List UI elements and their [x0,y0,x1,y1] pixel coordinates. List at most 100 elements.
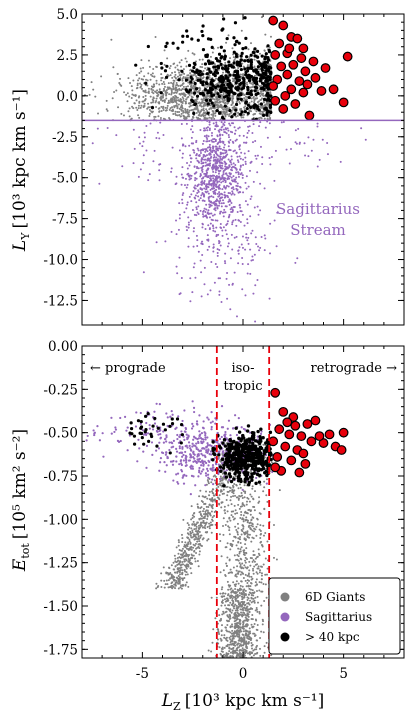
top-ytick-label: -7.5 [52,212,78,228]
bottom-giant-point [235,597,238,600]
top-point [185,34,190,38]
top-point [225,149,228,152]
top-point [198,92,203,96]
top-point [219,84,223,89]
bottom-giant-point [208,525,211,528]
bottom-giant-point [191,514,194,517]
top-point [204,158,207,161]
top-point [206,234,209,237]
bottom-giant-point [241,562,244,565]
bottom-giant-point [251,594,254,597]
bottom-giant-point [228,558,231,561]
top-point [245,141,248,144]
top-point [209,289,212,292]
bottom-giant-point [248,587,251,590]
top-point [136,109,139,112]
bottom-giant-point [255,648,258,651]
top-point [265,67,270,71]
top-point [172,88,175,91]
bottom-giant-point [191,529,194,532]
bottom-giant-point [246,598,249,601]
top-point [221,188,224,191]
bottom-giant-point [201,495,204,498]
top-point [143,90,146,93]
bottom-giant-point [244,579,247,582]
top-point [180,98,183,101]
bottom-giant-point [251,567,254,570]
top-point [195,208,198,211]
bottom-giant-point [160,572,163,575]
top-point [218,130,221,133]
top-point [154,101,157,104]
top-point [216,97,219,100]
top-point [215,125,218,128]
bottom-giant-point [230,495,233,498]
top-point [269,92,272,95]
top-point [222,122,225,125]
bottom-giant-point [232,492,235,495]
top-point [148,109,151,112]
top-point [144,94,147,97]
top-point [262,97,267,102]
top-point [240,87,244,91]
bottom-giant-point [195,530,198,533]
bottom-giant-point [194,560,197,563]
top-point [188,195,191,198]
top-point [208,74,211,77]
bottom-giant-point [249,588,252,591]
top-point [176,46,180,50]
top-point [234,54,239,59]
bottom-giant-point [180,587,183,590]
bottom-giant-point [248,603,251,606]
top-point [167,102,170,105]
bottom-giant-point [258,571,261,574]
top-point [197,102,200,105]
top-point [199,173,202,176]
top-point [195,206,198,209]
top-point [251,83,254,86]
top-point [253,54,257,58]
top-point [257,103,260,106]
bottom-giant-point [198,540,201,543]
top-point [206,159,209,162]
top-point [176,75,179,78]
bottom-giant-point [239,536,242,539]
top-point [178,149,181,152]
top-point [244,200,247,203]
top-point [196,239,199,242]
bottom-giant-point [218,494,221,497]
top-point [182,68,185,71]
top-point [190,157,193,160]
bottom-giant-point [244,589,247,592]
top-point [151,72,154,75]
top-point [303,142,306,145]
bottom-giant-point [241,503,244,506]
top-point [231,65,235,69]
bottom-giant-point [188,526,191,529]
bottom-giant-point [225,564,228,567]
top-point [176,64,179,67]
top-point [143,136,146,139]
top-point [222,128,225,131]
bottom-giant-point [243,593,246,596]
top-point [112,66,115,69]
top-point [130,96,133,99]
top-point [128,115,131,118]
bottom-giant-point [228,636,231,639]
top-point [149,95,152,98]
top-point [220,28,224,32]
bottom-giant-point [250,575,253,578]
top-point [135,87,138,90]
top-point [227,237,230,240]
top-point [249,215,252,218]
bottom-giant-point [220,639,223,642]
top-point [218,191,221,194]
top-point [307,136,310,139]
top-point [233,69,237,74]
top-point [168,93,171,96]
top-point [180,69,184,73]
bottom-giant-point [244,561,247,564]
top-point [169,74,172,77]
top-point [147,102,150,105]
top-point [203,135,206,138]
